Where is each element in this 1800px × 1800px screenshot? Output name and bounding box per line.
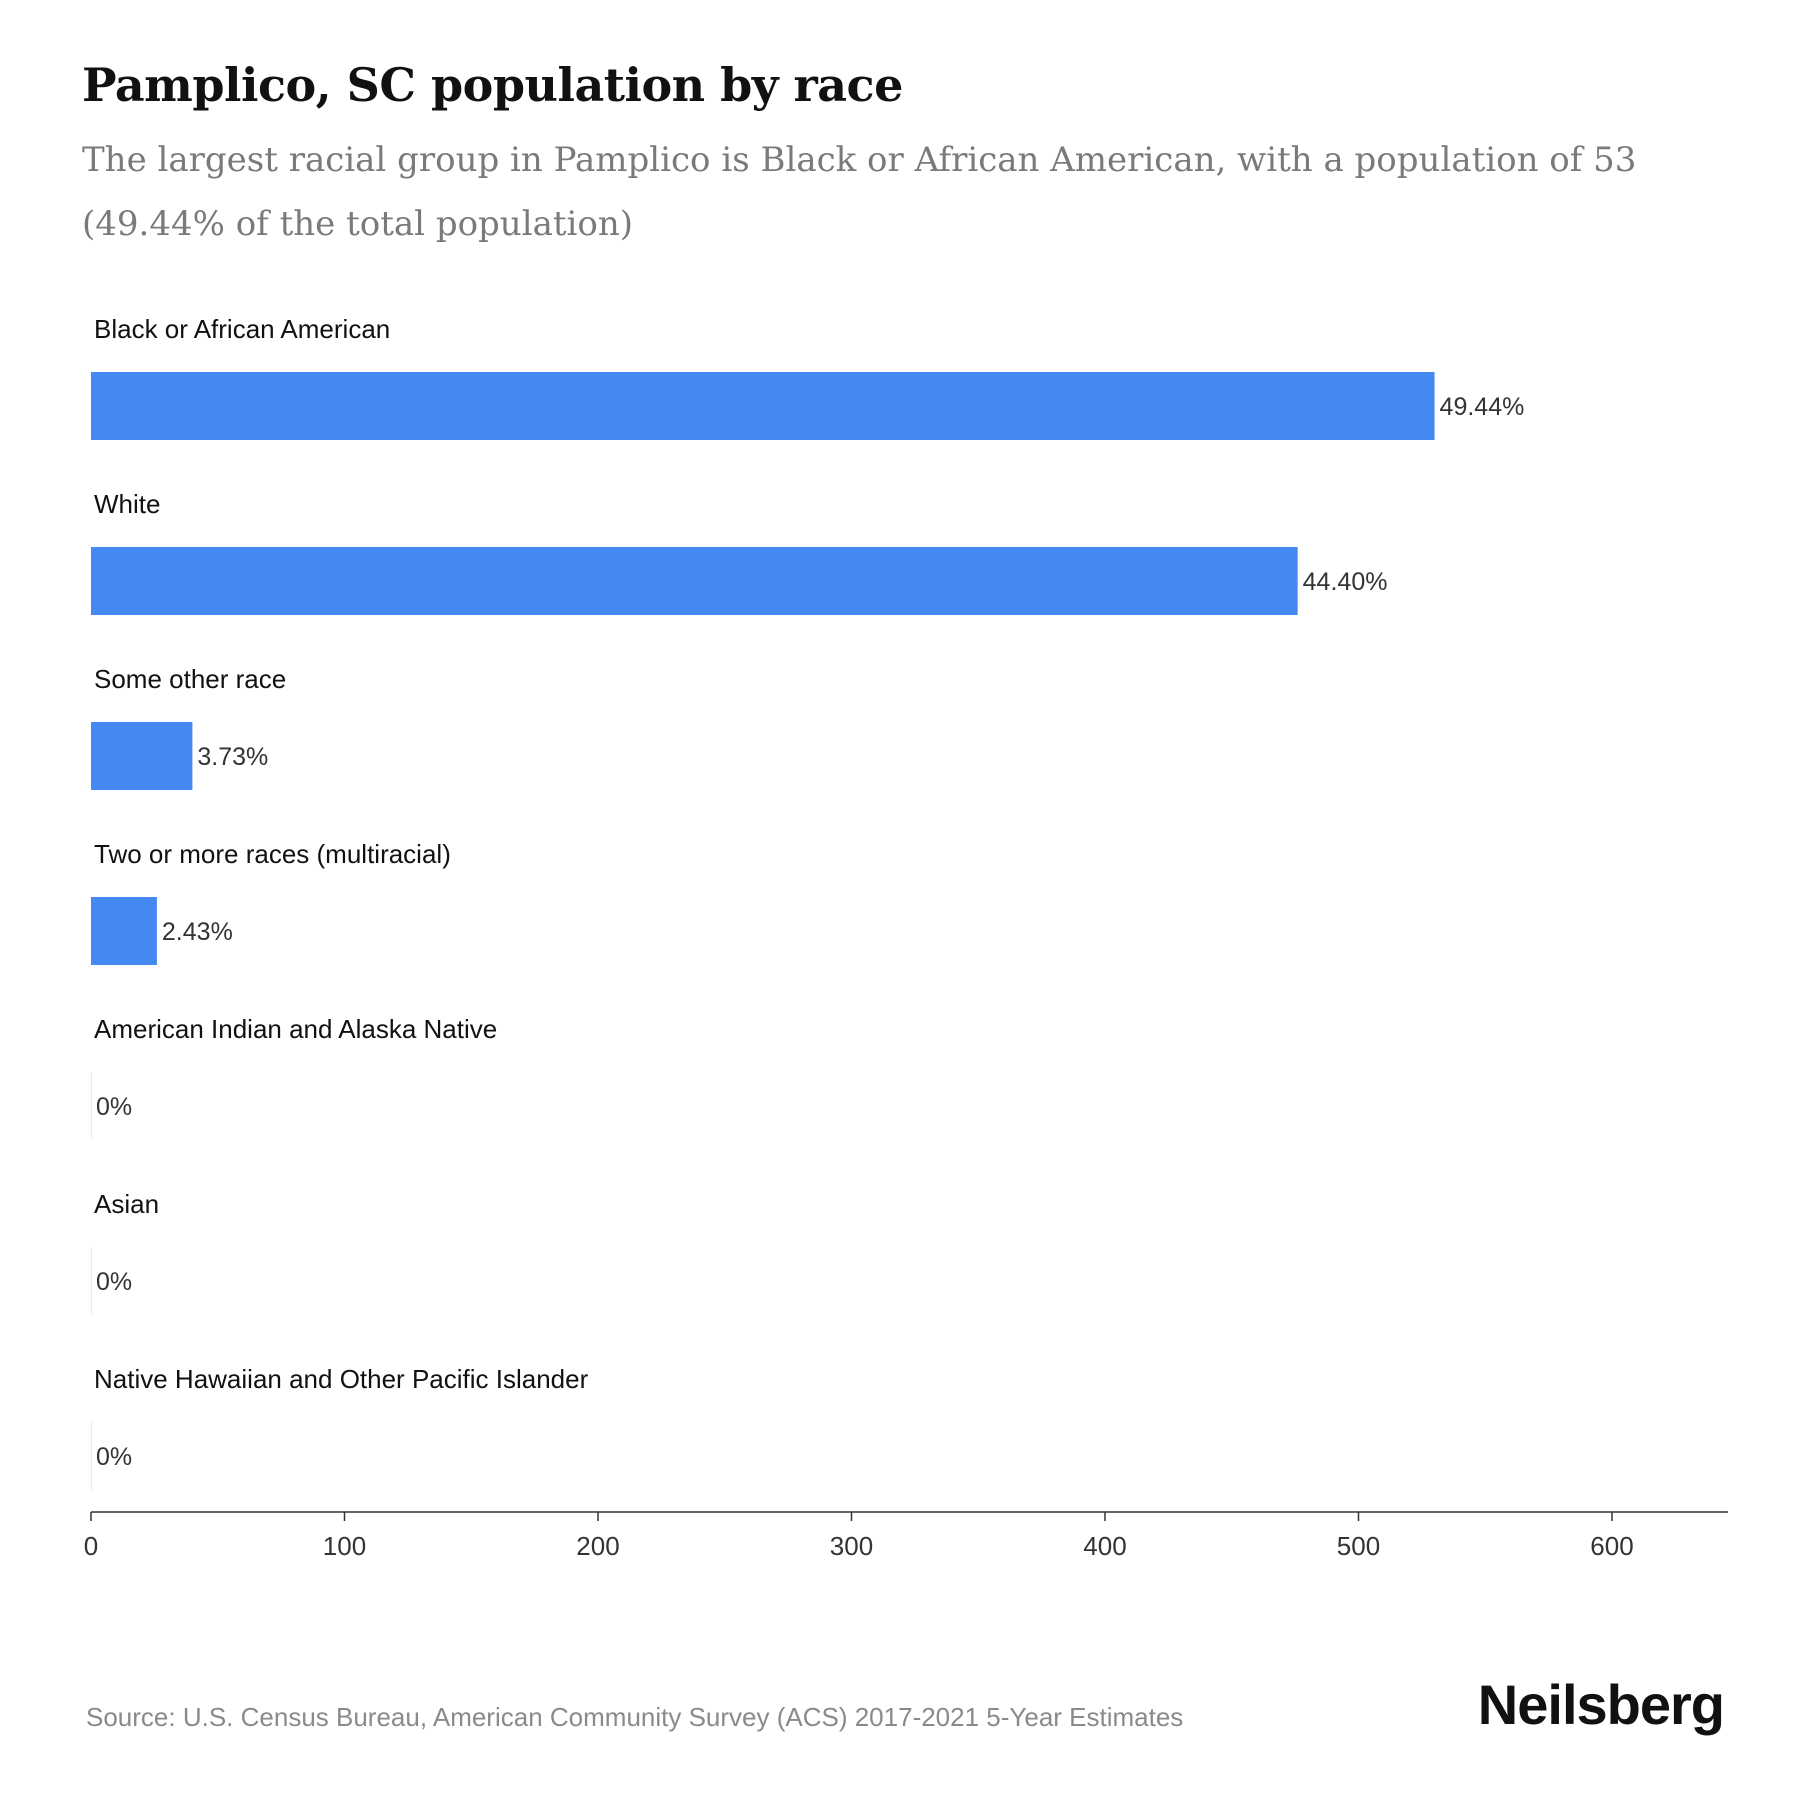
category-label: Two or more races (multiracial) xyxy=(94,839,451,869)
category-label: Native Hawaiian and Other Pacific Island… xyxy=(94,1364,589,1394)
brand-logo: Neilsberg xyxy=(1477,1673,1725,1736)
x-tick-label: 200 xyxy=(576,1531,619,1561)
data-label: 2.43% xyxy=(162,918,233,946)
bars-layer: Black or African American 49.44% White 44.4… xyxy=(91,314,1524,1490)
data-label: 44.40% xyxy=(1303,568,1388,596)
x-axis: 0 100 200 300 400 500 600 xyxy=(84,1511,1728,1561)
data-label: 0% xyxy=(96,1443,132,1471)
data-label: 49.44% xyxy=(1440,393,1525,421)
bar xyxy=(91,1247,92,1315)
data-label: 3.73% xyxy=(197,743,268,771)
bar xyxy=(91,547,1298,615)
bar xyxy=(91,897,157,965)
bar xyxy=(91,722,193,790)
x-tick-label: 400 xyxy=(1083,1531,1126,1561)
bar xyxy=(91,372,1435,440)
category-label: Some other race xyxy=(94,664,286,694)
x-tick-label: 100 xyxy=(323,1531,366,1561)
x-tick-label: 500 xyxy=(1337,1531,1380,1561)
category-label: White xyxy=(94,489,160,519)
bar xyxy=(91,1422,92,1490)
category-label: Black or African American xyxy=(94,314,390,344)
x-tick-label: 300 xyxy=(830,1531,873,1561)
x-tick-label: 600 xyxy=(1590,1531,1633,1561)
data-label: 0% xyxy=(96,1093,132,1121)
category-label: American Indian and Alaska Native xyxy=(94,1014,497,1044)
data-label: 0% xyxy=(96,1268,132,1296)
source-note: Source: U.S. Census Bureau, American Com… xyxy=(86,1702,1184,1732)
category-label: Asian xyxy=(94,1189,159,1219)
chart-subtitle: The largest racial group in Pamplico is … xyxy=(82,140,1637,244)
x-tick-label: 0 xyxy=(84,1531,98,1561)
chart-title: Pamplico, SC population by race xyxy=(82,58,903,112)
bar xyxy=(91,1072,92,1140)
